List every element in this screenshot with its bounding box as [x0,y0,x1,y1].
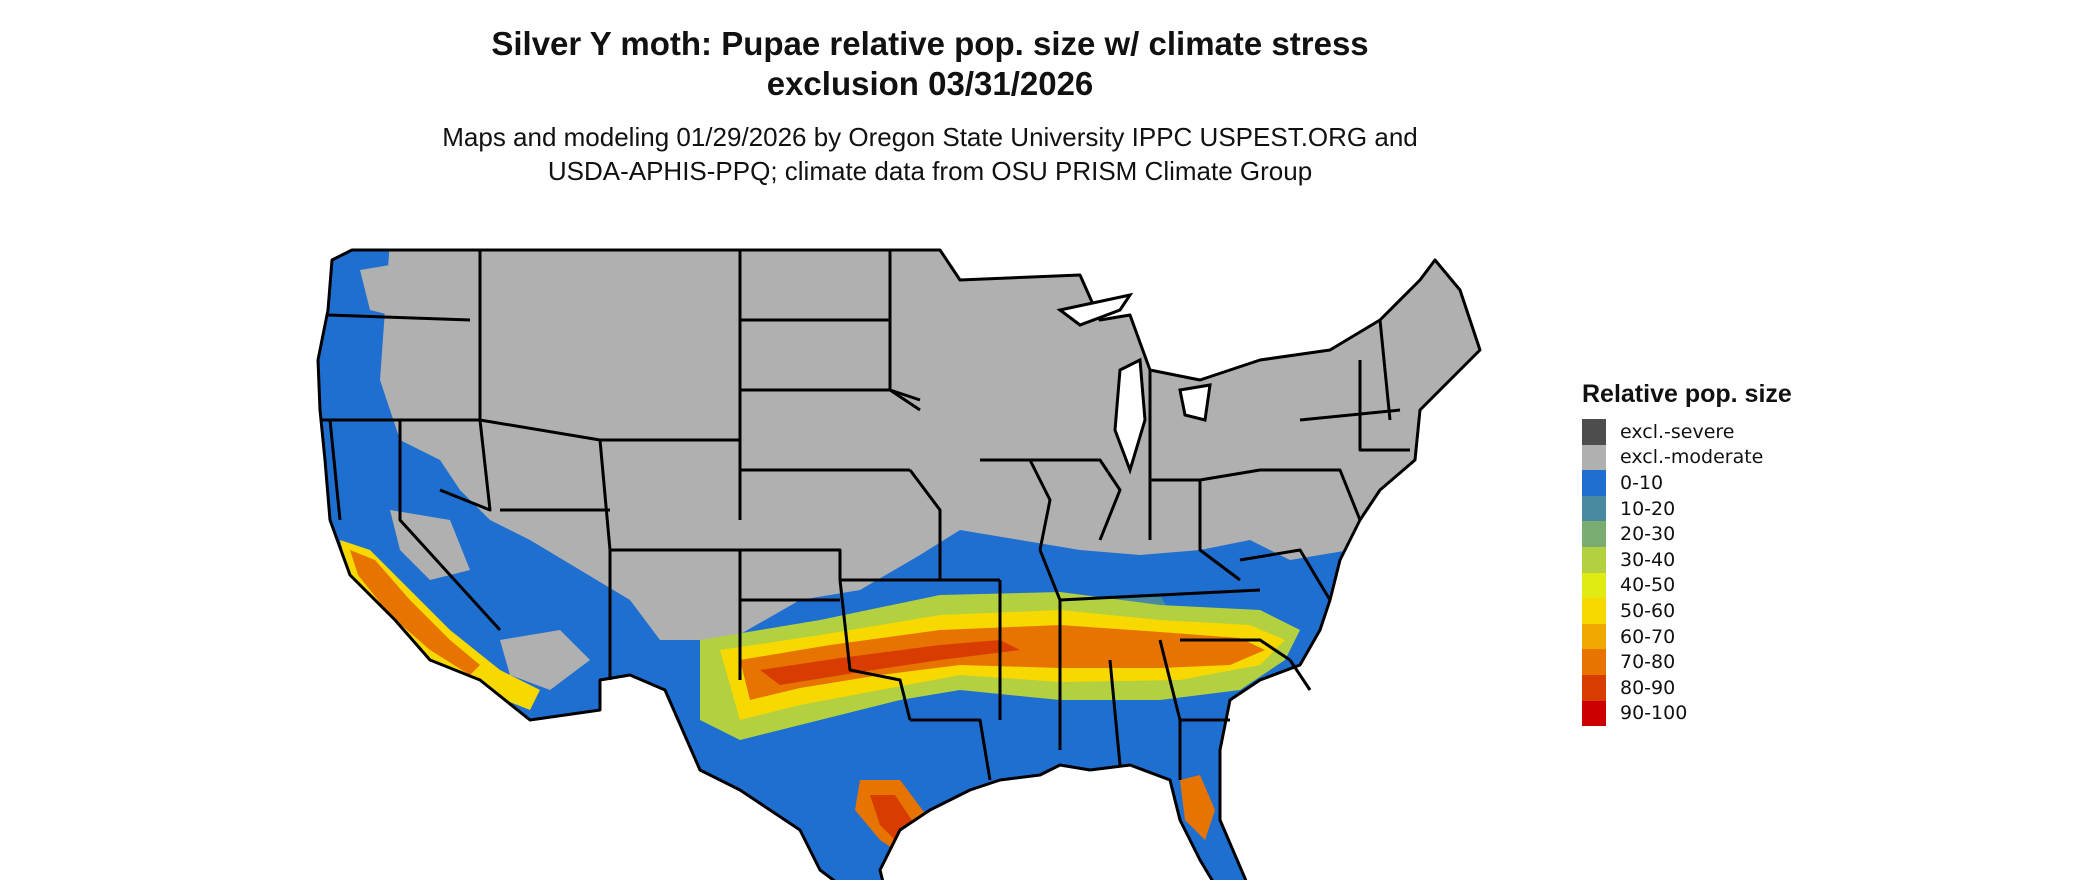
legend-item: 70-80 [1582,649,1792,675]
lake-superior [1056,292,1134,327]
map-subtitle: Maps and modeling 01/29/2026 by Oregon S… [0,120,1860,188]
band-ca-70-80 [350,550,480,675]
map-title: Silver Y moth: Pupae relative pop. size … [0,24,1860,104]
legend-label: excl.-severe [1620,420,1735,443]
legend-swatch [1582,546,1606,573]
legend-item: 60-70 [1582,623,1792,650]
us-population-map [316,248,1482,880]
legend-item: 50-60 [1582,598,1792,624]
legend-label: 50-60 [1620,599,1676,622]
region-excluded-az [500,630,590,690]
legend-title: Relative pop. size [1582,380,1792,408]
us-outline [316,248,1482,880]
legend-item: 30-40 [1582,546,1792,573]
legend-swatch [1582,521,1606,547]
legend-label: 60-70 [1620,625,1676,648]
legend-swatch [1582,598,1606,624]
legend-swatch [1582,700,1606,727]
legend-label: 0-10 [1620,471,1664,494]
legend-label: 10-20 [1620,497,1676,520]
legend-item: 80-90 [1582,674,1792,701]
legend-swatch [1582,649,1606,675]
legend-swatch [1582,623,1606,650]
legend-item: 40-50 [1582,572,1792,599]
legend-swatch [1582,674,1606,701]
lake-huron [1178,383,1212,422]
region-excluded-nw [360,260,440,320]
legend-label: 70-80 [1620,651,1676,674]
legend-swatch [1582,444,1606,471]
band-70-80 [740,625,1265,700]
legend-swatch [1582,572,1606,599]
legend-item: excl.-moderate [1582,444,1792,471]
region-excluded-ca-interior [390,510,470,580]
legend-label: excl.-moderate [1620,446,1764,469]
legend-label: 20-30 [1620,523,1676,546]
legend-item: 0-10 [1582,470,1792,496]
legend: Relative pop. size excl.-severe excl.-mod… [1582,380,1792,727]
title-line-2: exclusion 03/31/2026 [766,65,1094,102]
band-80-90 [760,640,1020,685]
legend-label: 90-100 [1620,702,1688,725]
band-fl-70-80 [1180,775,1215,840]
legend-item: 90-100 [1582,700,1792,727]
legend-swatch [1582,470,1606,496]
legend-item: excl.-severe [1582,419,1792,445]
legend-label: 30-40 [1620,548,1676,571]
subtitle-line-1: Maps and modeling 01/29/2026 by Oregon S… [442,122,1418,152]
great-lakes [1056,292,1212,475]
state-borders [316,248,1482,880]
legend-item: 20-30 [1582,521,1792,547]
legend-swatch [1582,495,1606,522]
title-line-1: Silver Y moth: Pupae relative pop. size … [491,25,1369,62]
map-fill [318,250,1480,880]
legend-label: 40-50 [1620,574,1676,597]
subtitle-line-2: USDA-APHIS-PPQ; climate data from OSU PR… [547,156,1313,186]
legend-item: 10-20 [1582,495,1792,522]
legend-swatch [1582,419,1606,445]
lake-michigan [1113,357,1147,475]
legend-items: excl.-severe excl.-moderate 0-10 10-20 20-30… [1582,419,1792,727]
legend-label: 80-90 [1620,676,1676,699]
